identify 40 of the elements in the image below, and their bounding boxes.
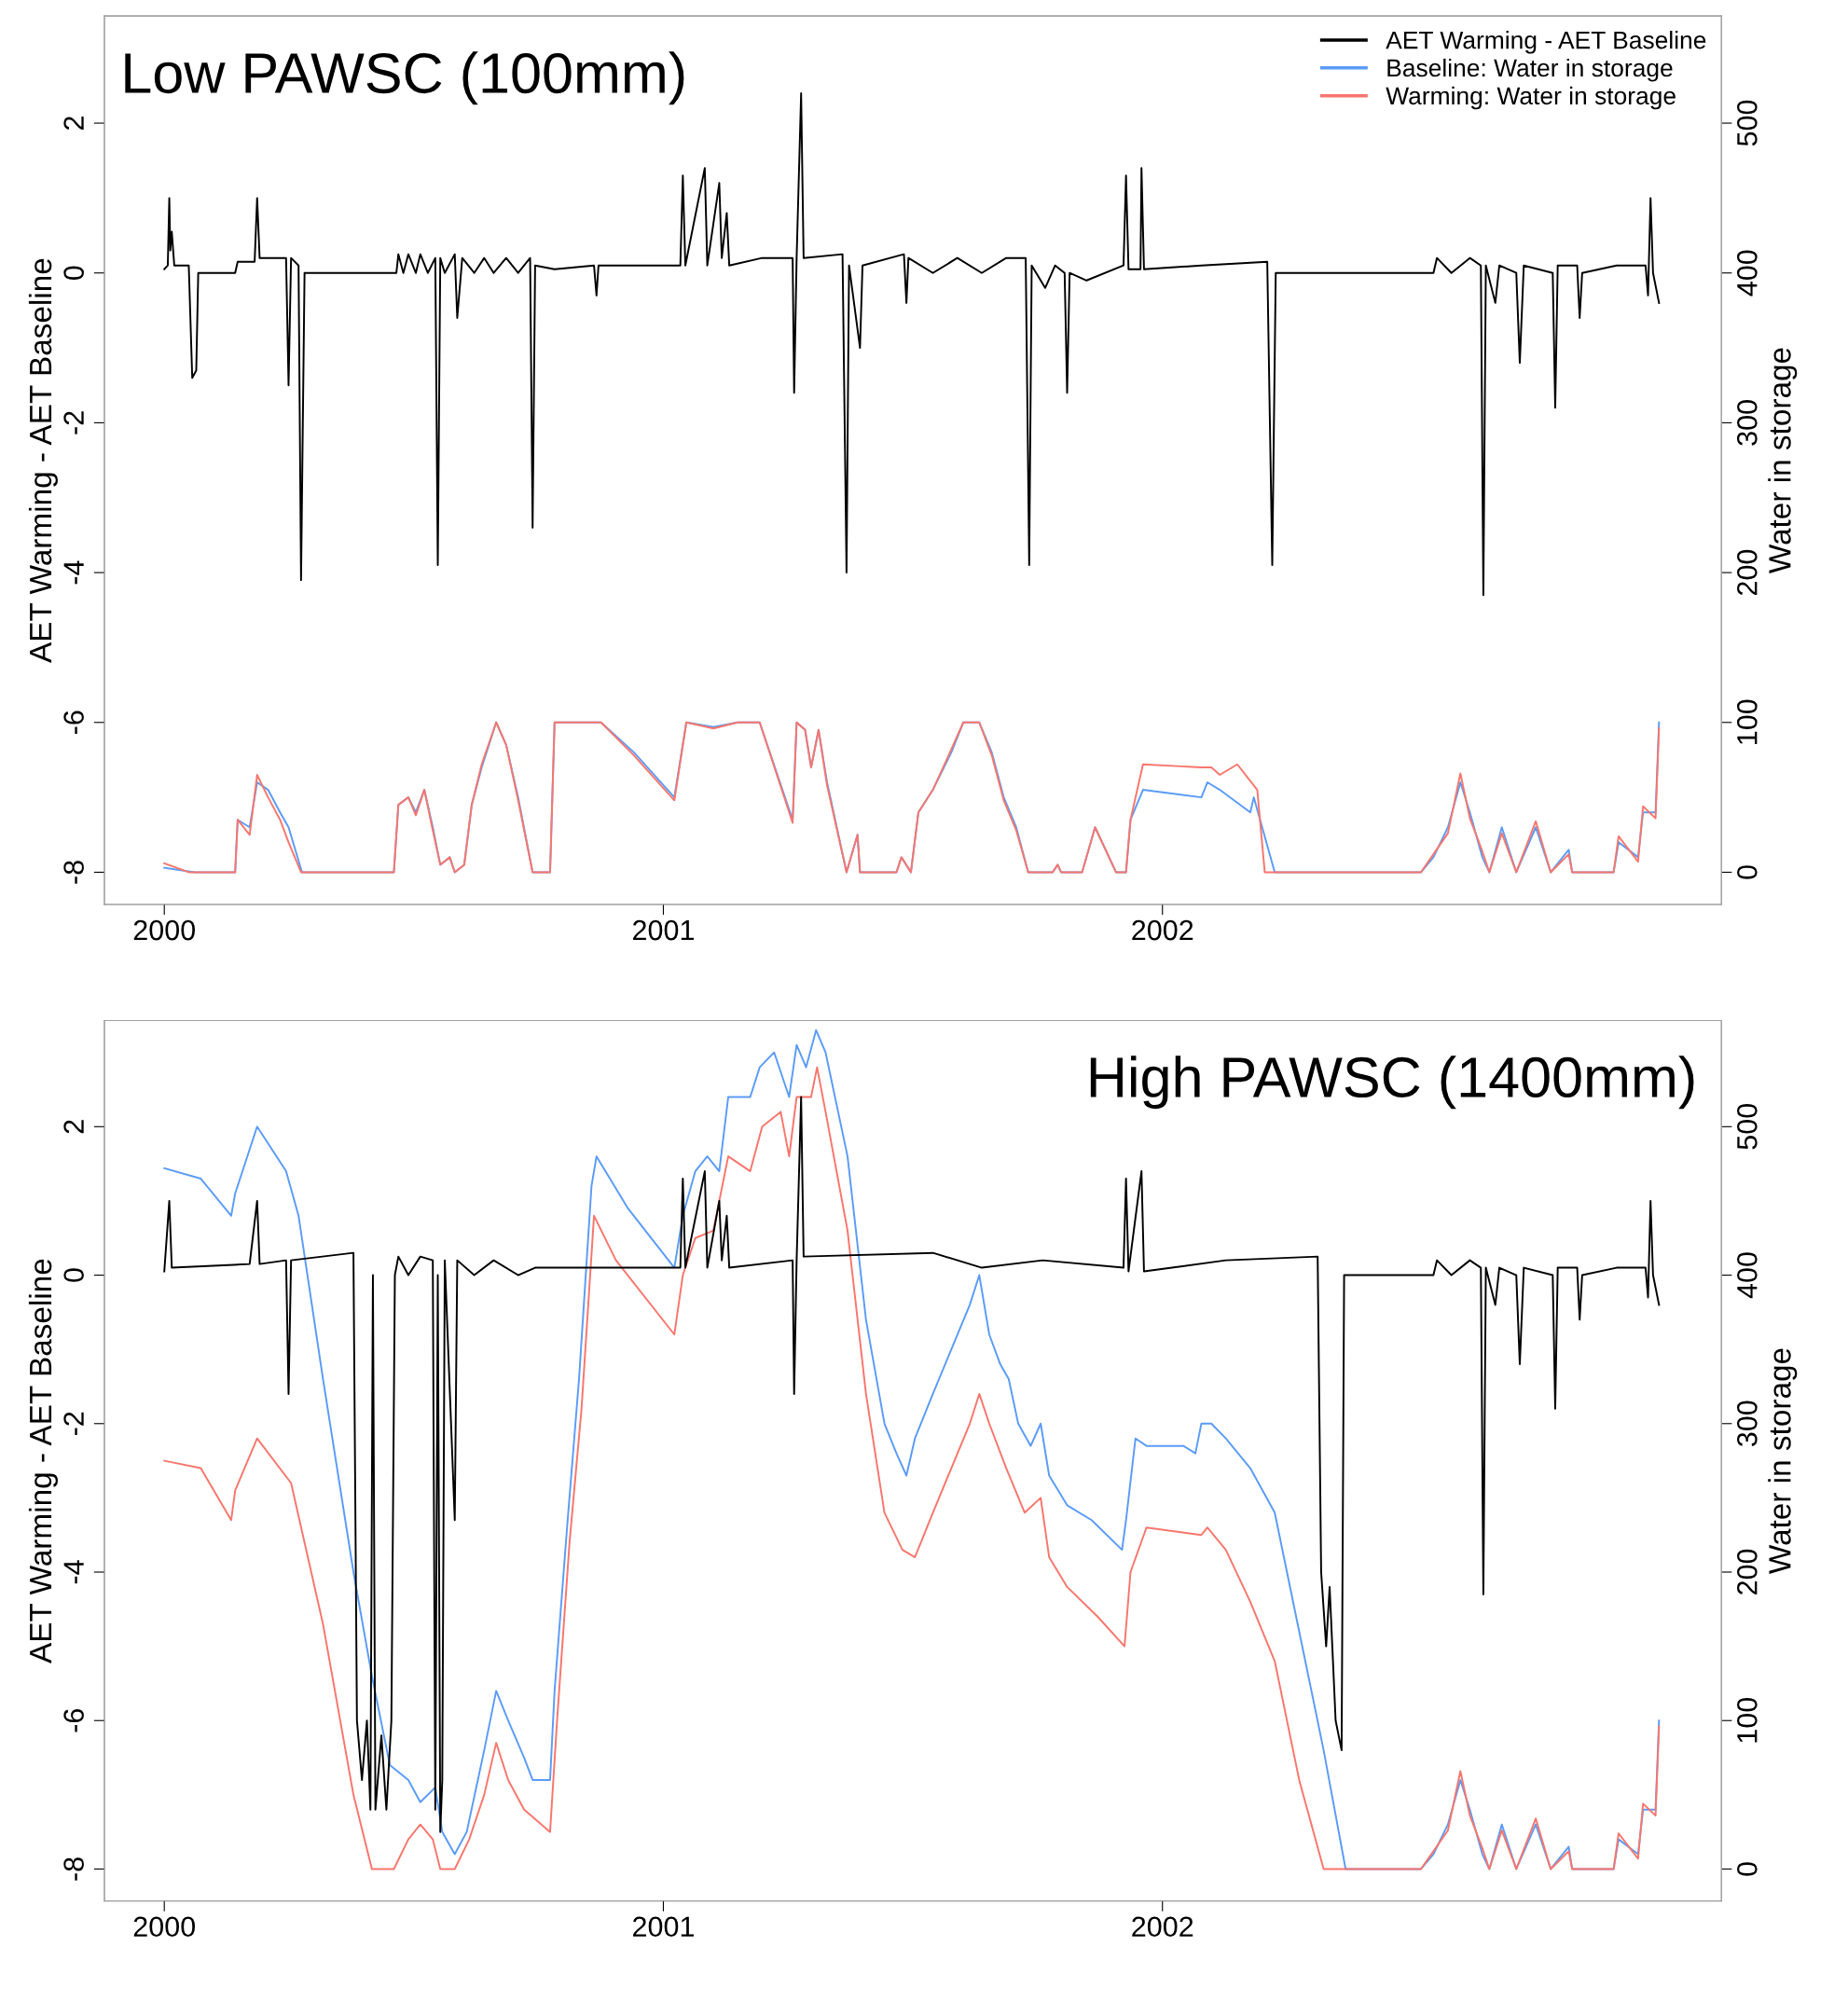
y-tick-label: -2 xyxy=(63,1412,84,1435)
legend-label: AET Warming - AET Baseline xyxy=(1386,31,1706,54)
text: High PAWSC (1400mm) xyxy=(1090,1056,1694,1110)
y2-tick-label: 100 xyxy=(1737,699,1758,744)
line-series xyxy=(163,721,1661,874)
y2-tick-label: 500 xyxy=(1737,1104,1758,1150)
y-tick-label: -4 xyxy=(63,560,84,585)
y-tick-label: -8 xyxy=(63,861,84,884)
y-tick-label: 0 xyxy=(63,266,84,281)
x-tick-label: 2002 xyxy=(1132,919,1193,941)
y2-tick-label: 0 xyxy=(1737,1862,1758,1876)
y2-tick-label: 0 xyxy=(1737,865,1758,879)
x-tick-label: 2002 xyxy=(1132,1916,1193,1938)
y-axis-title: AET Warming - AET Baseline xyxy=(28,1259,58,1663)
y2-tick-label: 200 xyxy=(1737,1549,1758,1594)
y-tick-label: -8 xyxy=(63,1857,84,1881)
y-tick-label: 0 xyxy=(63,1268,84,1282)
y2-tick-label: 100 xyxy=(1737,1697,1758,1743)
y2-tick-label: 300 xyxy=(1737,1401,1758,1447)
y-tick-label: -6 xyxy=(63,1708,84,1732)
legend-label: Warming: Water in storage xyxy=(1386,86,1676,110)
y2-tick-label: 400 xyxy=(1737,1252,1758,1299)
y-tick-label: 2 xyxy=(63,117,84,131)
y-tick-label: -6 xyxy=(63,711,84,734)
y-tick-label: -4 xyxy=(63,1560,84,1584)
y2-tick-label: 500 xyxy=(1737,100,1758,146)
x-tick-label: 2001 xyxy=(633,1916,694,1938)
y2-tick-label: 300 xyxy=(1737,400,1758,446)
y2-tick-label: 400 xyxy=(1737,250,1758,297)
legend-label: Baseline: Water in storage xyxy=(1387,58,1673,82)
y-axis-title: AET Warming - AET Baseline xyxy=(28,258,58,663)
y2-tick-label: 200 xyxy=(1737,549,1758,596)
y-tick-label: 2 xyxy=(63,1120,84,1134)
x-tick-label: 2001 xyxy=(633,919,694,941)
text: Low PAWSC (100mm) xyxy=(125,51,684,105)
y-tick-label: -2 xyxy=(63,411,84,435)
x-tick-label: 2000 xyxy=(133,1916,196,1938)
x-tick-label: 2000 xyxy=(133,919,196,941)
y2-axis-title: Water in storage xyxy=(1768,348,1798,574)
y2-axis-title: Water in storage xyxy=(1768,1348,1798,1575)
